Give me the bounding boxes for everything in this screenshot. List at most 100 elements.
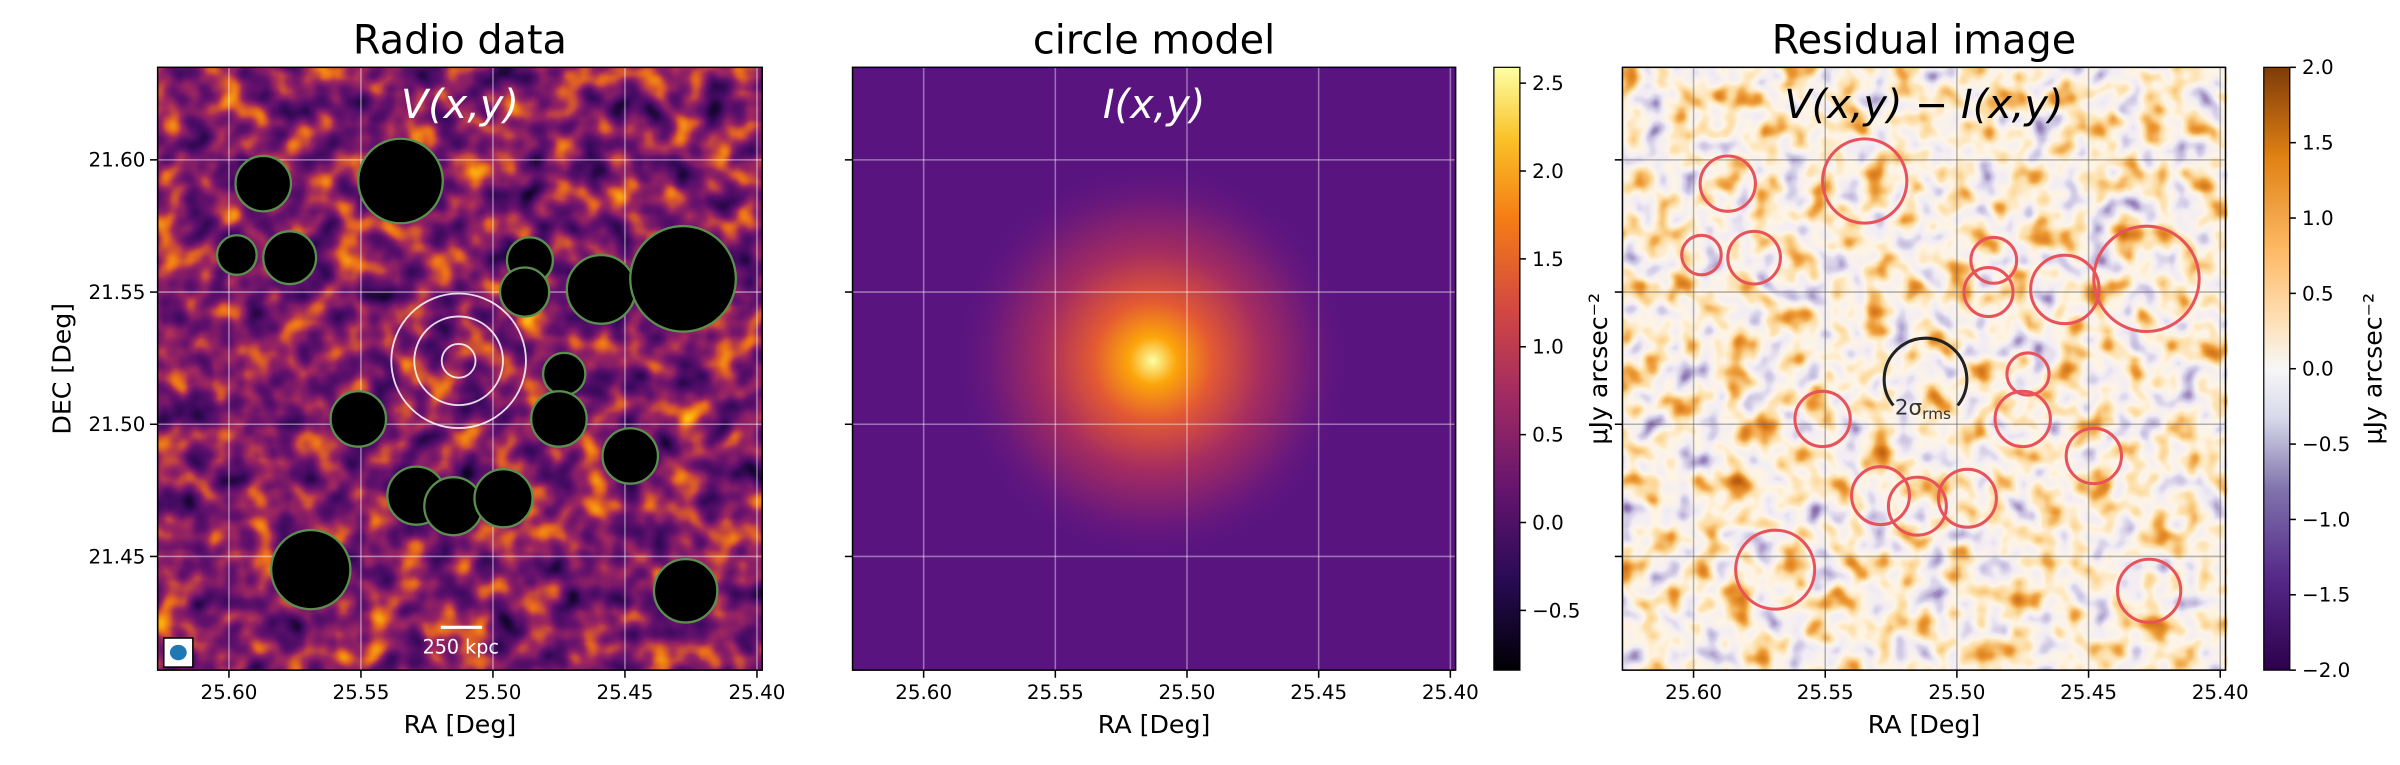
beam: [169, 644, 187, 661]
colorbar-tick-label: 2.0: [1532, 160, 1564, 183]
beam-box: [163, 637, 194, 668]
annotation-sub: rms: [1922, 405, 1951, 423]
colorbar: [2263, 66, 2291, 671]
colorbar-tick-label: 1.5: [2302, 132, 2334, 155]
mask: [473, 468, 534, 529]
mask-outline: [2029, 253, 2101, 326]
mask-outline: [1680, 233, 1723, 277]
mask-outline: [2116, 557, 2183, 624]
mask: [565, 253, 637, 325]
x-tick-label: 25.60: [1665, 681, 1722, 704]
x-tick-label: 25.55: [1797, 681, 1854, 704]
colorbar-tick-label: 2.5: [1532, 72, 1564, 95]
y-tick-label: 21.60: [88, 149, 145, 172]
inset-label: V(x,y): [401, 82, 519, 128]
axes-frame: [1621, 66, 2227, 671]
y-axis-label: DEC [Deg]: [47, 303, 76, 435]
colorbar-tick-label: 1.0: [2302, 207, 2334, 230]
model-blob: [953, 161, 1352, 560]
mask-outline: [1793, 389, 1852, 449]
x-tick-label: 25.40: [2192, 681, 2249, 704]
mask: [262, 230, 318, 286]
mask: [329, 390, 388, 448]
annotation-main: 2σ: [1895, 396, 1922, 421]
mask-outline: [2064, 426, 2124, 486]
axes-frame: [851, 66, 1457, 671]
mask-outline: [1726, 229, 1782, 286]
x-tick-label: 25.50: [464, 681, 521, 704]
mask: [652, 558, 719, 624]
residual-image: [1622, 67, 2226, 671]
x-tick-label: 25.60: [200, 681, 257, 704]
x-tick-label: 25.50: [1928, 681, 1985, 704]
inset-label: I(x,y): [1103, 82, 1205, 128]
mask: [601, 427, 660, 485]
colorbar-tick-label: −0.5: [2302, 433, 2350, 456]
mask-outline: [1962, 266, 2015, 319]
sigma-contour: [1882, 336, 1969, 407]
x-axis-label: RA [Deg]: [1868, 710, 1981, 739]
inset-label: V(x,y) − I(x,y): [1784, 82, 2063, 128]
x-tick-label: 25.55: [1027, 681, 1084, 704]
panel-title: circle model: [1033, 18, 1275, 64]
colorbar-tick-label: 0.5: [2302, 282, 2334, 305]
x-tick-label: 25.40: [1422, 681, 1479, 704]
mask: [541, 351, 587, 397]
panel-content: [157, 67, 763, 671]
mask: [629, 224, 737, 333]
panel-content: [852, 67, 1456, 671]
model-circle: [413, 315, 504, 407]
mask-outline: [1850, 465, 1912, 527]
mask-outline: [1821, 137, 1909, 225]
model-circle: [390, 292, 527, 430]
mask: [357, 137, 444, 225]
x-tick-label: 25.50: [1159, 681, 1216, 704]
mask-outline: [1886, 475, 1948, 537]
mask: [423, 476, 484, 537]
mask-outline: [1969, 235, 2019, 285]
axes-frame: [156, 66, 764, 671]
colorbar-tick-label: −1.5: [2302, 584, 2350, 607]
mask-outline: [2092, 224, 2201, 334]
colorbar-tick-label: 2.0: [2302, 56, 2334, 79]
colorbar-tick-label: 1.5: [1532, 248, 1564, 271]
annotation: 2σrms: [1895, 396, 1951, 424]
colorbar: [1493, 66, 1521, 671]
model-circle: [440, 342, 477, 379]
x-tick-label: 25.45: [1290, 681, 1347, 704]
x-tick-label: 25.55: [332, 681, 389, 704]
colorbar-tick-label: −2.0: [2302, 659, 2350, 682]
y-tick-label: 21.45: [88, 545, 145, 568]
colorbar-tick-label: 0.0: [2302, 358, 2334, 381]
x-axis-label: RA [Deg]: [1098, 710, 1211, 739]
panel-title: Residual image: [1772, 18, 2076, 64]
panel-content: [1622, 67, 2226, 671]
x-tick-label: 25.45: [2060, 681, 2117, 704]
mask-outline: [1936, 467, 1998, 529]
mask: [234, 154, 293, 213]
x-axis-label: RA [Deg]: [404, 710, 517, 739]
colorbar-tick-label: −0.5: [1532, 599, 1580, 622]
mask: [530, 390, 588, 448]
colorbar-tick-label: 1.0: [1532, 336, 1564, 359]
x-tick-label: 25.45: [596, 681, 653, 704]
y-tick-label: 21.55: [88, 281, 145, 304]
panel-title: Radio data: [353, 18, 567, 64]
x-tick-label: 25.60: [895, 681, 952, 704]
scale-bar-label: 250 kpc: [423, 635, 499, 658]
y-tick-label: 21.50: [88, 413, 145, 436]
mask-outline: [1734, 528, 1817, 611]
x-tick-label: 25.40: [729, 681, 786, 704]
colorbar-label: μJy arcsec⁻²: [2359, 293, 2388, 445]
colorbar-tick-label: 0.0: [1532, 511, 1564, 534]
mask: [270, 528, 352, 611]
colorbar-label: μJy arcsec⁻²: [1584, 293, 1613, 445]
mask-outline: [1698, 154, 1757, 213]
colorbar-tick-label: −1.0: [2302, 508, 2350, 531]
mask-outline: [2005, 351, 2051, 397]
colorbar-tick-label: 0.5: [1532, 424, 1564, 447]
mask: [215, 234, 258, 276]
mask: [498, 266, 551, 318]
